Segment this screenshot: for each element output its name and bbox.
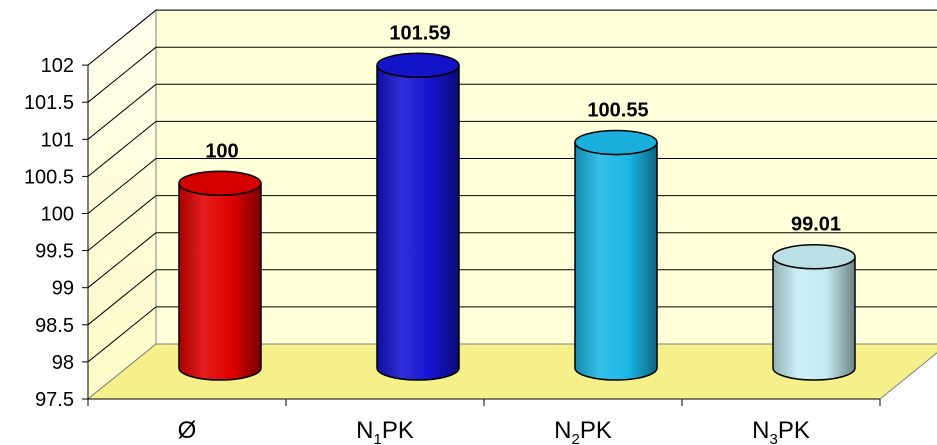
- y-tick-label: 101.5: [24, 92, 74, 114]
- data-label: 99.01: [791, 214, 841, 236]
- y-tick-label: 97.5: [35, 389, 74, 411]
- y-tick-label: 99: [52, 278, 74, 300]
- data-label: 101.59: [389, 22, 450, 44]
- bar-body: [575, 142, 657, 380]
- bar-top: [179, 171, 261, 195]
- bar-body: [773, 257, 855, 380]
- y-axis: 97.5 98 98.5 99 99.5 100 100.5 101 101.5 102: [24, 55, 88, 411]
- side-wall: [88, 10, 156, 399]
- y-tick-label: 100.5: [24, 166, 74, 188]
- y-tick-label: 101: [41, 129, 74, 151]
- data-label: 100: [205, 140, 238, 162]
- data-label: 100.55: [587, 99, 648, 121]
- bar: [773, 245, 855, 380]
- y-tick-label: 99.5: [35, 241, 74, 263]
- bar-body: [179, 183, 261, 380]
- y-tick-label: 98: [52, 352, 74, 374]
- x-tick-label: N1PK: [356, 417, 414, 445]
- bar-top: [377, 53, 459, 77]
- y-tick-label: 102: [41, 55, 74, 77]
- bar: [179, 171, 261, 380]
- x-axis: Ø N1PK N2PK N3PK: [88, 399, 880, 445]
- y-tick-label: 100: [41, 204, 74, 226]
- bar-top: [575, 130, 657, 154]
- bar-body: [377, 65, 459, 380]
- x-tick-label: Ø: [178, 417, 197, 444]
- bar-top: [773, 245, 855, 269]
- bar: [377, 53, 459, 380]
- bar: [575, 130, 657, 380]
- y-tick-label: 98.5: [35, 315, 74, 337]
- x-tick-label: N3PK: [752, 417, 810, 445]
- x-tick-label: N2PK: [554, 417, 612, 445]
